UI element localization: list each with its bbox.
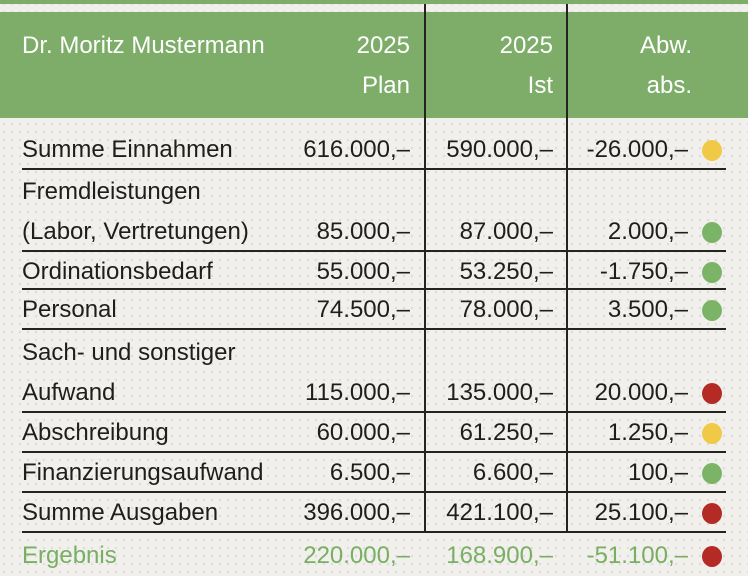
- table-row: Fremdleistungen (Labor, Vertretungen) 85…: [0, 170, 748, 252]
- column-divider-ist-abw: [566, 4, 568, 533]
- row-label: Ergebnis: [0, 536, 288, 576]
- column-header-abw-line2: abs.: [646, 72, 692, 99]
- column-header-abw-line1: Abw.: [639, 32, 692, 59]
- practice-name: Dr. Moritz Mustermann: [0, 26, 288, 66]
- table-row: Summe Ausgaben 396.000,– 421.100,– 25.10…: [0, 493, 748, 533]
- abweichung-cell: -1.750,–: [567, 252, 748, 292]
- column-header-plan-label: Plan: [361, 72, 410, 99]
- row-label-line1: Fremdleistungen: [22, 178, 201, 205]
- top-accent-bar: [0, 0, 748, 4]
- row-label: Personal: [0, 290, 288, 330]
- abweichung-cell: 20.000,–: [567, 373, 748, 413]
- row-label-line2: (Labor, Vertretungen): [22, 218, 249, 245]
- row-label: Summe Einnahmen: [0, 130, 288, 170]
- table-row: Abschreibung 60.000,– 61.250,– 1.250,–: [0, 413, 748, 453]
- abweichung-value: -51.100,–: [586, 542, 688, 569]
- status-dot-green-icon: [702, 463, 722, 484]
- row-label: Summe Ausgaben: [0, 493, 288, 533]
- abweichung-value: -1.750,–: [599, 258, 688, 285]
- column-header-ist-label: Ist: [527, 72, 553, 99]
- table-row: Finanzierungsaufwand 6.500,– 6.600,– 100…: [0, 453, 748, 493]
- status-dot-yellow-icon: [702, 140, 722, 161]
- table-row: Ordinationsbedarf 55.000,– 53.250,– -1.7…: [0, 252, 748, 290]
- ist-value: 87.000,–: [459, 218, 553, 245]
- ist-value: 78.000,–: [459, 296, 553, 323]
- table-row: Sach- und sonstiger Aufwand 115.000,– 13…: [0, 330, 748, 413]
- row-label-line1: Summe Einnahmen: [22, 136, 233, 163]
- status-dot-yellow-icon: [702, 423, 722, 444]
- table-header: Dr. Moritz Mustermann 2025 Plan 2025 Ist…: [0, 12, 748, 118]
- abweichung-cell: 1.250,–: [567, 413, 748, 453]
- ist-value: 590.000,–: [446, 136, 553, 163]
- table-row: Personal 74.500,– 78.000,– 3.500,–: [0, 290, 748, 330]
- status-dot-red-icon: [702, 503, 722, 524]
- abweichung-cell: 2.000,–: [567, 212, 748, 252]
- abweichung-value: -26.000,–: [586, 136, 688, 163]
- column-header-ist: 2025 Ist: [425, 26, 567, 106]
- plan-value: 616.000,–: [303, 136, 410, 163]
- row-label-line2: Aufwand: [22, 379, 116, 406]
- plan-value: 74.500,–: [316, 296, 410, 323]
- abweichung-cell: 100,–: [567, 453, 748, 493]
- abweichung-cell: -26.000,–: [567, 130, 748, 170]
- ist-value: 6.600,–: [472, 459, 553, 486]
- abweichung-cell: -51.100,–: [567, 536, 748, 576]
- abweichung-value: 2.000,–: [607, 218, 688, 245]
- plan-value: 396.000,–: [303, 499, 410, 526]
- status-dot-green-icon: [702, 262, 722, 283]
- column-header-plan: 2025 Plan: [288, 26, 425, 106]
- row-label: Fremdleistungen (Labor, Vertretungen): [0, 172, 288, 252]
- row-label: Sach- und sonstiger Aufwand: [0, 333, 288, 413]
- ist-value: 61.250,–: [459, 419, 553, 446]
- status-dot-green-icon: [702, 300, 722, 321]
- table-body: Summe Einnahmen 616.000,– 590.000,– -26.…: [0, 118, 748, 576]
- status-dot-red-icon: [702, 383, 722, 404]
- abweichung-value: 25.100,–: [594, 499, 688, 526]
- column-header-abweichung: Abw. abs.: [567, 26, 748, 106]
- practice-name-text: Dr. Moritz Mustermann: [22, 32, 265, 59]
- abweichung-value: 3.500,–: [607, 296, 688, 323]
- ist-value: 135.000,–: [446, 379, 553, 406]
- row-label-line1: Abschreibung: [22, 419, 169, 446]
- table-row: Summe Einnahmen 616.000,– 590.000,– -26.…: [0, 118, 748, 170]
- plan-value: 115.000,–: [305, 379, 410, 406]
- abweichung-value: 100,–: [627, 459, 688, 486]
- status-dot-green-icon: [702, 222, 722, 243]
- plan-value: 85.000,–: [316, 218, 410, 245]
- row-label-line1: Sach- und sonstiger: [22, 339, 236, 366]
- plan-value: 220.000,–: [303, 542, 410, 569]
- ist-value: 421.100,–: [446, 499, 553, 526]
- plan-value: 6.500,–: [329, 459, 410, 486]
- table-row: Ergebnis 220.000,– 168.900,– -51.100,–: [0, 533, 748, 576]
- row-label: Ordinationsbedarf: [0, 252, 288, 292]
- status-dot-red-icon: [702, 546, 722, 567]
- row-label-line1: Finanzierungsaufwand: [22, 459, 264, 486]
- row-label-line1: Personal: [22, 296, 117, 323]
- plan-value: 55.000,–: [316, 258, 410, 285]
- abweichung-cell: 3.500,–: [567, 290, 748, 330]
- column-header-ist-year: 2025: [499, 32, 553, 59]
- abweichung-cell: 25.100,–: [567, 493, 748, 533]
- ist-value: 168.900,–: [446, 542, 553, 569]
- column-header-plan-year: 2025: [356, 32, 410, 59]
- column-divider-plan-ist: [424, 4, 426, 533]
- ist-value: 53.250,–: [459, 258, 553, 285]
- abweichung-value: 1.250,–: [607, 419, 688, 446]
- row-label: Finanzierungsaufwand: [0, 453, 288, 493]
- row-label-line1: Summe Ausgaben: [22, 499, 219, 526]
- abweichung-value: 20.000,–: [594, 379, 688, 406]
- row-label: Abschreibung: [0, 413, 288, 453]
- row-label-line1: Ordinationsbedarf: [22, 258, 213, 285]
- plan-value: 60.000,–: [316, 419, 410, 446]
- row-label-line1: Ergebnis: [22, 542, 117, 569]
